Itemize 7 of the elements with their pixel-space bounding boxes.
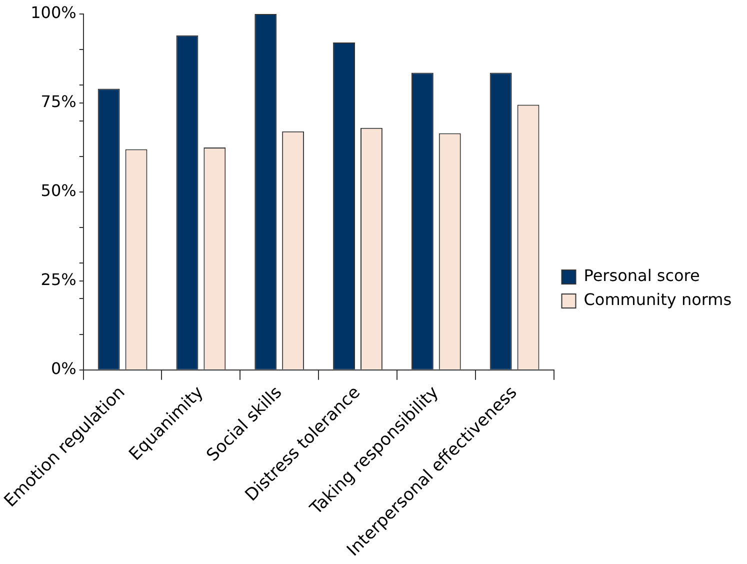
y-tick-label: 25%	[40, 270, 76, 290]
legend-label: Personal score	[584, 266, 700, 286]
y-tick-label: 50%	[40, 181, 76, 200]
y-tick-label: 100%	[30, 3, 76, 22]
y-tick-label: 75%	[40, 92, 76, 112]
y-tick-label: 0%	[50, 359, 76, 378]
legend-label: Community norms	[584, 290, 732, 310]
